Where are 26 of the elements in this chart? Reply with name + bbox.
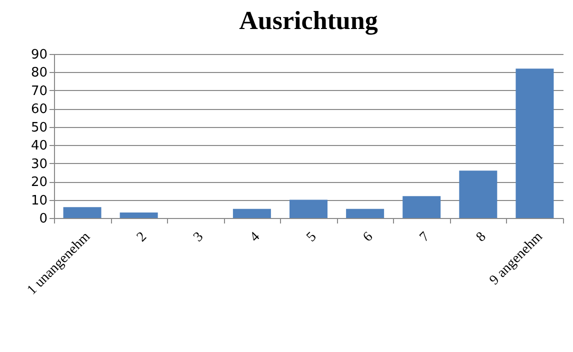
bar	[402, 196, 441, 218]
bar	[290, 200, 328, 218]
x-tick-label: 7	[417, 230, 433, 246]
y-tick-label: 30	[30, 156, 48, 172]
y-tick-label: 40	[30, 138, 48, 154]
x-tick-label: 4	[247, 230, 264, 246]
bar	[516, 68, 554, 218]
x-tick-label: 5	[304, 230, 320, 246]
chart-title: Ausrichtung	[239, 6, 378, 35]
y-tick-label: 50	[30, 120, 48, 136]
x-tick-label: 2	[134, 230, 150, 246]
y-tick-label: 0	[39, 212, 48, 226]
x-tick-label: 3	[190, 230, 206, 246]
x-tick-label: 6	[360, 230, 376, 246]
bar	[63, 207, 102, 218]
y-tick-label: 70	[30, 84, 48, 99]
bar	[232, 208, 271, 218]
y-tick-label: 90	[30, 48, 48, 62]
y-tick-label: 10	[30, 193, 48, 208]
bar	[459, 170, 498, 218]
y-tick-label: 80	[30, 66, 48, 81]
bar	[120, 212, 158, 218]
x-tick-label: 8	[474, 230, 490, 246]
bar	[346, 208, 384, 218]
y-tick-label: 60	[30, 102, 48, 118]
y-tick-label: 20	[30, 175, 48, 190]
